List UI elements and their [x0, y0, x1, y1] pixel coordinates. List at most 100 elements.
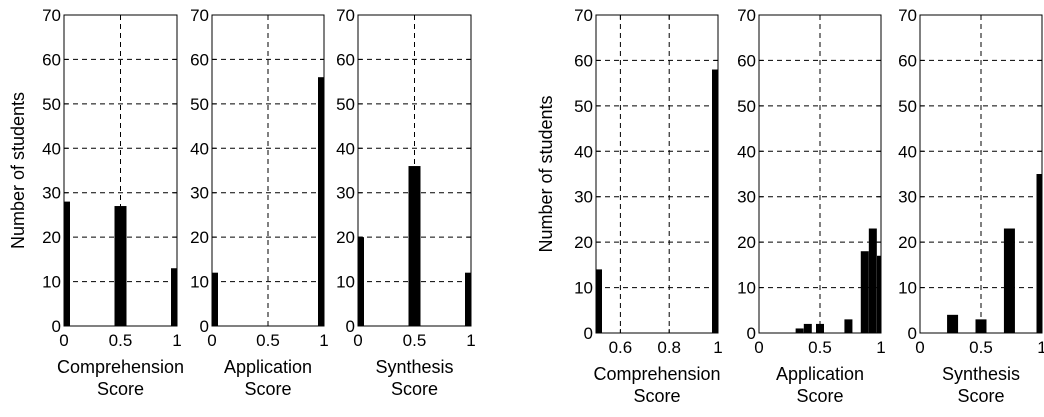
x-axis-label: Score [391, 379, 438, 399]
x-tick-label: 1 [172, 331, 181, 350]
y-tick-label: 20 [190, 228, 209, 247]
y-tick-label: 30 [190, 184, 209, 203]
axes-frame [595, 14, 719, 334]
y-tick-label: 70 [190, 6, 209, 25]
x-axis-label: Score [957, 386, 1004, 406]
y-tick-label: 40 [574, 142, 593, 161]
y-tick-label: 60 [42, 50, 61, 69]
x-tick-label: 0 [754, 338, 763, 357]
y-tick-label: 60 [737, 51, 756, 70]
y-tick-label: 10 [898, 279, 917, 298]
histogram-bar [212, 272, 218, 326]
x-tick-label: 1 [876, 338, 885, 357]
y-tick-label: 10 [42, 273, 61, 292]
y-tick-label: 0 [584, 324, 593, 343]
x-tick-label: 1 [319, 331, 328, 350]
y-tick-label: 70 [336, 6, 355, 25]
y-tick-label: 30 [42, 184, 61, 203]
histogram-bar [1036, 174, 1042, 333]
x-axis-label: Score [633, 386, 680, 406]
y-axis-label: Number of students [8, 92, 28, 249]
x-tick-label: 0.8 [657, 338, 681, 357]
x-axis-label: Application [776, 364, 864, 384]
histogram-bar [318, 77, 324, 326]
histogram-bar [1003, 228, 1015, 333]
histogram-bar [816, 323, 824, 333]
x-tick-label: 1 [713, 338, 722, 357]
y-tick-label: 0 [52, 317, 61, 336]
histogram-bar [803, 323, 812, 333]
y-tick-label: 10 [336, 273, 355, 292]
y-tick-label: 30 [898, 188, 917, 207]
x-tick-label: 0.5 [256, 331, 280, 350]
histogram-bar [596, 269, 602, 333]
y-tick-label: 50 [898, 97, 917, 116]
y-tick-label: 10 [737, 279, 756, 298]
histogram-bar [947, 314, 959, 333]
y-tick-label: 20 [737, 233, 756, 252]
x-axis-label: Score [796, 386, 843, 406]
y-tick-label: 0 [346, 317, 355, 336]
y-tick-label: 60 [336, 50, 355, 69]
histogram-bar [712, 69, 718, 333]
y-tick-label: 40 [42, 139, 61, 158]
y-tick-label: 30 [737, 188, 756, 207]
y-tick-label: 40 [336, 139, 355, 158]
y-tick-label: 40 [737, 142, 756, 161]
histogram-bar [114, 206, 127, 326]
x-tick-label: 0.5 [109, 331, 133, 350]
histogram-bar [868, 228, 877, 333]
y-tick-label: 50 [574, 97, 593, 116]
histogram-bar [877, 255, 881, 333]
x-tick-label: 1 [466, 331, 475, 350]
x-axis-label: Application [224, 357, 312, 377]
y-tick-label: 60 [190, 50, 209, 69]
x-tick-label: 0 [59, 331, 68, 350]
y-tick-label: 60 [574, 51, 593, 70]
x-axis-label: Synthesis [375, 357, 453, 377]
histogram-bar [171, 268, 177, 326]
x-tick-label: 1 [1037, 338, 1044, 357]
histogram-bar [64, 201, 70, 326]
x-tick-label: 0.5 [808, 338, 832, 357]
x-tick-label: 0 [353, 331, 362, 350]
chart-panel-4: 0 10 20 30 40 50 60 70 0.6 0.8 1 ComprehensionScore… [536, 6, 723, 406]
x-axis-label: Score [97, 379, 144, 399]
y-tick-label: 40 [190, 139, 209, 158]
y-tick-label: 40 [898, 142, 917, 161]
y-tick-label: 20 [898, 233, 917, 252]
x-axis-label: Comprehension [57, 357, 184, 377]
y-tick-label: 50 [42, 95, 61, 114]
histogram-bar [844, 319, 853, 333]
y-tick-label: 70 [574, 6, 593, 25]
y-axis-label: Number of students [536, 95, 556, 252]
y-tick-label: 0 [747, 324, 756, 343]
y-tick-label: 0 [200, 317, 209, 336]
y-tick-label: 20 [574, 233, 593, 252]
histogram-bar [975, 319, 987, 333]
histogram-bar [795, 328, 804, 333]
x-tick-label: 0.6 [609, 338, 633, 357]
y-tick-label: 50 [190, 95, 209, 114]
x-axis-label: Synthesis [942, 364, 1020, 384]
y-tick-label: 20 [336, 228, 355, 247]
x-tick-label: 0.5 [969, 338, 993, 357]
x-tick-label: 0 [915, 338, 924, 357]
x-tick-label: 0 [207, 331, 216, 350]
x-axis-label: Score [244, 379, 291, 399]
y-tick-label: 30 [336, 184, 355, 203]
y-tick-label: 30 [574, 188, 593, 207]
histogram-bar [408, 166, 421, 326]
y-tick-label: 10 [190, 273, 209, 292]
y-tick-label: 70 [898, 6, 917, 25]
y-tick-label: 50 [737, 97, 756, 116]
x-tick-label: 0.5 [403, 331, 427, 350]
y-tick-label: 70 [737, 6, 756, 25]
y-tick-label: 20 [42, 228, 61, 247]
